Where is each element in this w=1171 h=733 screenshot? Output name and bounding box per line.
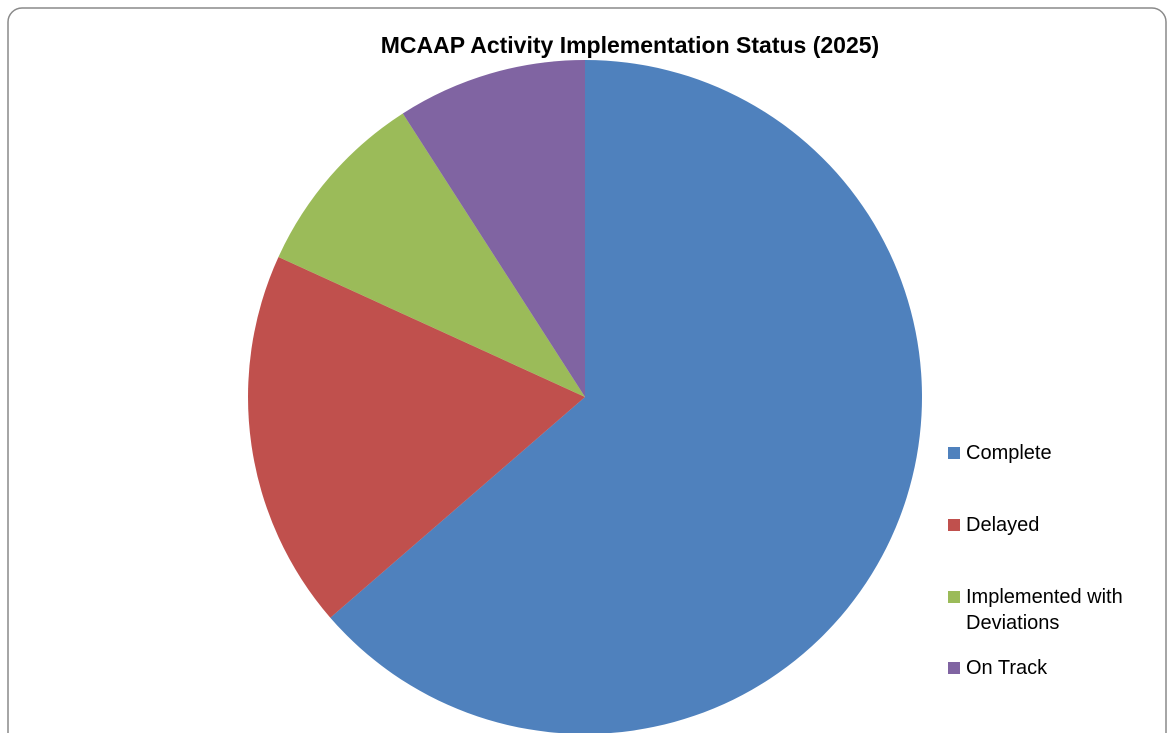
legend-item: Complete — [966, 442, 1052, 464]
legend-item: Delayed — [966, 514, 1040, 536]
legend-label: Implemented with Deviations — [966, 586, 1123, 634]
legend-label: Complete — [966, 442, 1052, 464]
pie-slice — [330, 60, 922, 733]
legend-label: On Track — [966, 657, 1048, 679]
legend-swatch — [948, 591, 960, 603]
pie-slice — [248, 257, 585, 618]
pie-slice — [402, 60, 585, 397]
legend-swatch — [948, 447, 960, 459]
legend-item: On Track — [966, 657, 1048, 679]
chart-title: MCAAP Activity Implementation Status (20… — [381, 32, 879, 58]
legend-swatch — [948, 662, 960, 674]
pie-slice — [278, 113, 585, 397]
legend-swatch — [948, 519, 960, 531]
legend-label: Delayed — [966, 514, 1040, 536]
legend-item: Implemented with Deviations — [966, 586, 1123, 634]
